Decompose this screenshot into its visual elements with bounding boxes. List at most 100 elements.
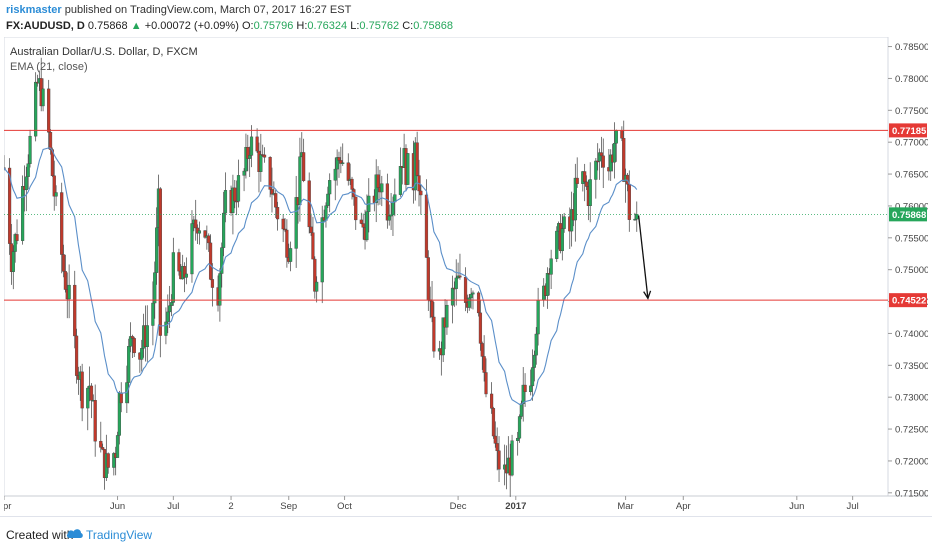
candle-body <box>374 174 378 203</box>
symbol-info: FX:AUDUSD, D 0.75868 ▲ +0.00072 (+0.09%)… <box>6 20 453 32</box>
candle-body <box>612 143 617 163</box>
grid <box>4 37 928 497</box>
candle-body <box>523 384 527 393</box>
candle-body <box>339 160 343 164</box>
candle-body <box>350 178 354 190</box>
indicator-label: EMA (21, close) <box>10 61 88 73</box>
level-price-tag <box>889 293 927 308</box>
candle-body <box>354 196 358 221</box>
time-tick-label: Jul <box>167 501 179 512</box>
candle-body <box>164 321 168 336</box>
candle-body <box>398 166 403 195</box>
candle-body <box>536 300 540 335</box>
price-tick-label: 0.76000 <box>895 201 928 212</box>
candle-body <box>495 443 499 452</box>
candle-body <box>415 142 419 176</box>
open-value: 0.75796 <box>253 20 294 32</box>
candle-body <box>361 223 365 228</box>
candle-body <box>555 230 559 259</box>
candle-body <box>324 205 328 221</box>
candle-body <box>158 188 162 336</box>
candle-body <box>168 305 172 313</box>
time-axis[interactable]: Apr Jun Jul 2 Sep Oct Dec 2017 Mar Apr Jun Jul <box>4 496 859 512</box>
candle-body <box>177 252 181 272</box>
candle-body <box>419 190 423 196</box>
time-tick-label: Mar <box>617 501 633 512</box>
candle-body <box>622 138 626 182</box>
candle-body <box>61 254 66 272</box>
candle-body <box>283 228 287 231</box>
candle-body <box>15 234 19 241</box>
change-value: +0.00072 (+0.09%) <box>144 20 239 32</box>
time-tick-label: Dec <box>450 501 467 512</box>
created-with-label: Created with <box>6 528 74 542</box>
levels <box>4 129 888 301</box>
candle-body <box>365 211 369 241</box>
price-tick-label: 0.73500 <box>895 361 928 372</box>
price-tick-label: 0.78000 <box>895 74 928 85</box>
candle-body <box>426 257 430 300</box>
close-value: 0.75868 <box>413 20 453 32</box>
candle-body <box>441 317 445 356</box>
price-tick-label: 0.74000 <box>895 329 928 340</box>
candle-body <box>599 152 603 157</box>
candle-body <box>584 181 589 187</box>
candle-body <box>223 190 228 214</box>
candle-body <box>337 157 341 161</box>
candle-body <box>119 392 123 404</box>
candle-body <box>469 293 473 299</box>
candle-body <box>517 416 522 439</box>
tradingview-brand-link[interactable]: TradingView <box>86 528 153 542</box>
candle-body <box>387 215 391 221</box>
candle-body <box>115 435 120 458</box>
candle-body <box>21 186 25 241</box>
candle-body <box>132 338 136 354</box>
candle-body <box>166 311 170 323</box>
candle-body <box>570 209 574 232</box>
candle-body <box>614 130 618 144</box>
candle-body <box>86 387 90 409</box>
arrow-shaft <box>637 215 649 299</box>
candle-body <box>510 440 514 476</box>
candle-body <box>302 152 306 181</box>
candle-body <box>233 187 237 202</box>
price-tick-label: 0.75500 <box>895 233 928 244</box>
chart-area[interactable]: 0.71500 0.72000 0.72500 0.73000 0.73500 0.740… <box>4 37 928 514</box>
candle-body <box>153 272 157 304</box>
candle-body <box>406 153 410 185</box>
candle-body <box>359 219 363 224</box>
candle-body <box>620 130 624 139</box>
high-label: H: <box>296 20 308 32</box>
candle-body <box>236 175 241 202</box>
candle-body <box>210 279 215 288</box>
candle-body <box>467 297 471 308</box>
price-tick-label: 0.71500 <box>895 488 928 499</box>
candle-body <box>315 281 319 292</box>
ema-layer <box>4 147 638 405</box>
candle-body <box>575 177 579 184</box>
candle-body <box>145 325 149 347</box>
candle-body <box>458 275 462 278</box>
last-price-tag <box>889 207 927 222</box>
candle-body <box>545 273 550 296</box>
candle-body <box>48 132 53 150</box>
candle-body <box>106 453 110 468</box>
candle-body <box>274 193 278 208</box>
candle-body <box>275 207 280 220</box>
ema-line <box>4 147 638 405</box>
candle-body <box>155 227 159 273</box>
candle-body <box>285 229 289 258</box>
candle-body <box>130 336 135 339</box>
candle-body <box>497 450 501 470</box>
symbol-label[interactable]: FX:AUDUSD, D <box>6 20 85 32</box>
candle-body <box>182 266 187 278</box>
candle-body <box>471 292 475 295</box>
candle-body <box>73 284 77 337</box>
price-chart[interactable]: 0.71500 0.72000 0.72500 0.73000 0.73500 0.740… <box>4 37 928 514</box>
price-axis[interactable]: 0.71500 0.72000 0.72500 0.73000 0.73500 0.740… <box>888 42 928 499</box>
time-tick-label: Jun <box>110 501 125 512</box>
candle-body <box>588 179 592 207</box>
candle-body <box>28 135 32 164</box>
candle-body <box>484 372 488 395</box>
author-link[interactable]: riskmaster <box>6 4 62 16</box>
